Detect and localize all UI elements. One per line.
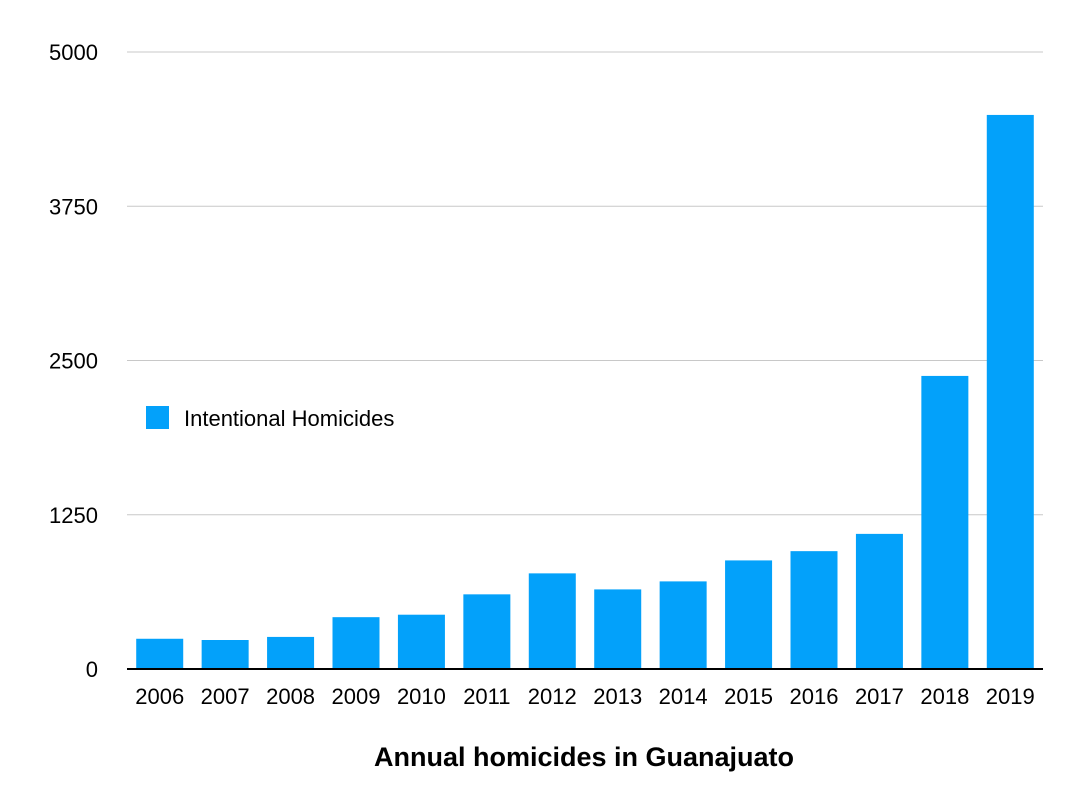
x-tick-label: 2015: [724, 684, 773, 709]
x-tick-label: 2013: [593, 684, 642, 709]
bar-2011: [463, 594, 511, 669]
bar-2007: [201, 640, 249, 669]
bar-2012: [528, 573, 576, 669]
bar-2017: [855, 533, 903, 669]
bar-2018: [921, 375, 969, 669]
legend: Intentional Homicides: [146, 406, 394, 431]
x-tick-label: 2011: [463, 684, 510, 709]
y-tick-label: 5000: [49, 40, 98, 65]
bar-2015: [725, 560, 773, 669]
y-axis-tick-labels: 0 1250 2500 3750 5000: [49, 40, 98, 682]
bar-2013: [594, 589, 642, 669]
x-tick-label: 2016: [790, 684, 839, 709]
bar-2006: [136, 638, 184, 669]
y-tick-label: 1250: [49, 503, 98, 528]
legend-label: Intentional Homicides: [184, 406, 394, 431]
x-tick-label: 2017: [855, 684, 904, 709]
bar-2019: [986, 114, 1034, 669]
y-tick-label: 0: [86, 657, 98, 682]
gridlines: [127, 51, 1043, 516]
x-tick-label: 2006: [135, 684, 184, 709]
x-tick-label: 2012: [528, 684, 577, 709]
y-tick-label: 3750: [49, 194, 98, 219]
x-tick-label: 2008: [266, 684, 315, 709]
bar-2009: [332, 617, 380, 669]
x-tick-label: 2014: [659, 684, 708, 709]
chart-title: Annual homicides in Guanajuato: [374, 742, 794, 772]
x-tick-label: 2010: [397, 684, 446, 709]
legend-swatch: [146, 406, 169, 429]
x-axis-tick-labels: 2006 2007 2008 2009 2010 2011 2012 2013 2014 2015…: [135, 684, 1035, 709]
x-tick-label: 2018: [920, 684, 969, 709]
bar-2008: [267, 636, 315, 669]
x-tick-label: 2019: [986, 684, 1035, 709]
x-tick-label: 2007: [201, 684, 250, 709]
bars: [136, 114, 1034, 669]
bar-2014: [659, 581, 707, 669]
x-tick-label: 2009: [332, 684, 381, 709]
bar-2010: [397, 614, 445, 669]
y-tick-label: 2500: [49, 349, 98, 374]
bar-2016: [790, 551, 838, 669]
